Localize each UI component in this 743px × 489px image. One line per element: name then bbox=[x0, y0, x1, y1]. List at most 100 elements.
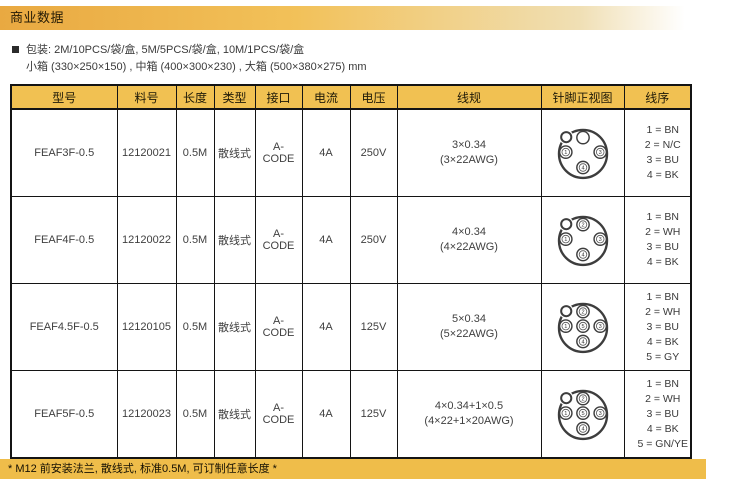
spec-table: 型号 料号 长度 类型 接口 电流 电压 线规 针脚正视图 线序 FEAF3F-0.5 12120… bbox=[10, 84, 692, 459]
m12-connector-face-icon: 2 1 5 3 4 bbox=[557, 302, 608, 354]
svg-text:1: 1 bbox=[564, 150, 567, 156]
voltage-cell: 250V bbox=[349, 196, 398, 284]
length-cell: 0.5M bbox=[175, 370, 215, 459]
model-cell: FEAF4F-0.5 bbox=[10, 196, 118, 284]
packaging-line-1: 包装: 2M/10PCS/袋/盒, 5M/5PCS/袋/盒, 10M/1PCS/… bbox=[26, 44, 305, 56]
length-cell: 0.5M bbox=[175, 196, 215, 284]
column-header-7: 线规 bbox=[396, 84, 542, 110]
type-cell: 散线式 bbox=[213, 108, 256, 197]
wire-sequence-line: 4 = BK bbox=[646, 335, 679, 348]
wire-gauge-line-2: (4×22+1×20AWG) bbox=[424, 415, 514, 427]
pin-front-view-cell: 2 1 5 3 4 bbox=[540, 283, 625, 371]
interface-cell: A-CODE bbox=[254, 196, 303, 284]
table-row: FEAF3F-0.5 12120021 0.5M 散线式 A-CODE 4A 2… bbox=[10, 108, 692, 197]
length-cell: 0.5M bbox=[175, 283, 215, 371]
interface-cell: A-CODE bbox=[254, 370, 303, 459]
length-cell: 0.5M bbox=[175, 108, 215, 197]
packaging-line-2: 小箱 (330×250×150) , 中箱 (400×300×230) , 大箱… bbox=[26, 61, 367, 73]
svg-text:3: 3 bbox=[598, 150, 601, 156]
svg-text:4: 4 bbox=[581, 427, 584, 433]
column-header-8: 针脚正视图 bbox=[540, 84, 625, 110]
wire-gauge-line-1: 5×0.34 bbox=[452, 313, 486, 325]
m12-connector-face-icon: 2 1 5 3 4 bbox=[557, 389, 608, 441]
wire-gauge-cell: 5×0.34 (5×22AWG) bbox=[396, 283, 542, 371]
wire-gauge-line-1: 3×0.34 bbox=[452, 139, 486, 151]
footer-note: * M12 前安装法兰, 散线式, 标准0.5M, 可订制任意长度 * bbox=[8, 463, 277, 475]
svg-text:1: 1 bbox=[564, 324, 567, 330]
wire-sequence-line: 3 = BU bbox=[646, 407, 679, 420]
svg-text:4: 4 bbox=[581, 253, 584, 259]
column-header-4: 接口 bbox=[254, 84, 303, 110]
column-header-1: 料号 bbox=[116, 84, 177, 110]
model-cell: FEAF5F-0.5 bbox=[10, 370, 118, 459]
m12-connector-face-icon: 2 1 3 4 bbox=[557, 215, 608, 267]
column-header-9: 线序 bbox=[623, 84, 692, 110]
model-cell: FEAF3F-0.5 bbox=[10, 108, 118, 197]
pin-front-view-diagram: 1 3 4 bbox=[544, 110, 622, 196]
wire-gauge-line-1: 4×0.34+1×0.5 bbox=[434, 400, 504, 412]
wire-sequence-line: 5 = GY bbox=[646, 350, 680, 363]
footer-note-bar: * M12 前安装法兰, 散线式, 标准0.5M, 可订制任意长度 * bbox=[0, 459, 706, 479]
current-cell: 4A bbox=[301, 283, 351, 371]
voltage-cell: 125V bbox=[349, 370, 398, 459]
interface-cell: A-CODE bbox=[254, 108, 303, 197]
wire-gauge-cell: 4×0.34+1×0.5 (4×22+1×20AWG) bbox=[396, 370, 542, 459]
wire-sequence-line: 4 = BK bbox=[646, 256, 679, 268]
svg-text:5: 5 bbox=[581, 411, 584, 417]
interface-cell: A-CODE bbox=[254, 283, 303, 371]
pin-front-view-diagram: 2 1 3 4 bbox=[544, 197, 622, 283]
pin-front-view-diagram: 2 1 5 3 4 bbox=[544, 371, 622, 457]
type-cell: 散线式 bbox=[213, 196, 256, 284]
svg-text:2: 2 bbox=[581, 223, 584, 229]
wire-gauge-line-2: (3×22AWG) bbox=[440, 154, 498, 166]
current-cell: 4A bbox=[301, 108, 351, 197]
table-row: FEAF4.5F-0.5 12120105 0.5M 散线式 A-CODE 4A… bbox=[10, 283, 692, 371]
wire-sequence-line: 3 = BU bbox=[646, 154, 679, 166]
wire-sequence-line: 4 = BK bbox=[646, 169, 679, 181]
section-title: 商业数据 bbox=[10, 10, 65, 25]
wire-sequence-line: 2 = WH bbox=[645, 305, 681, 318]
svg-text:1: 1 bbox=[564, 237, 567, 243]
wire-sequence-line: 3 = BU bbox=[646, 241, 679, 253]
wire-gauge-cell: 3×0.34 (3×22AWG) bbox=[396, 108, 542, 197]
svg-text:5: 5 bbox=[581, 324, 584, 330]
wire-sequence-cell: 1 = BN 2 = WH 3 = BU 4 = BK 5 = GN/YE bbox=[623, 370, 692, 459]
svg-text:2: 2 bbox=[581, 397, 584, 403]
pin-front-view-diagram: 2 1 5 3 4 bbox=[544, 284, 622, 370]
wire-sequence-cell: 1 = BN 2 = WH 3 = BU 4 = BK bbox=[623, 196, 692, 284]
part-number-cell: 12120022 bbox=[116, 196, 177, 284]
voltage-cell: 250V bbox=[349, 108, 398, 197]
square-bullet-icon bbox=[12, 46, 19, 53]
wire-sequence-line: 2 = WH bbox=[645, 226, 681, 238]
type-cell: 散线式 bbox=[213, 370, 256, 459]
column-header-6: 电压 bbox=[349, 84, 398, 110]
column-header-2: 长度 bbox=[175, 84, 215, 110]
column-header-5: 电流 bbox=[301, 84, 351, 110]
voltage-cell: 125V bbox=[349, 283, 398, 371]
wire-gauge-cell: 4×0.34 (4×22AWG) bbox=[396, 196, 542, 284]
column-header-3: 类型 bbox=[213, 84, 256, 110]
wire-sequence-line: 1 = BN bbox=[646, 211, 679, 223]
table-row: FEAF5F-0.5 12120023 0.5M 散线式 A-CODE 4A 1… bbox=[10, 370, 692, 459]
current-cell: 4A bbox=[301, 370, 351, 459]
packaging-info: 包装: 2M/10PCS/袋/盒, 5M/5PCS/袋/盒, 10M/1PCS/… bbox=[12, 42, 692, 76]
model-cell: FEAF4.5F-0.5 bbox=[10, 283, 118, 371]
wire-sequence-cell: 1 = BN 2 = N/C 3 = BU 4 = BK bbox=[623, 108, 692, 197]
svg-text:3: 3 bbox=[598, 324, 601, 330]
spec-table-header-row: 型号 料号 长度 类型 接口 电流 电压 线规 针脚正视图 线序 bbox=[10, 84, 692, 110]
wire-gauge-line-1: 4×0.34 bbox=[452, 226, 486, 238]
section-title-bar: 商业数据 bbox=[0, 6, 706, 30]
table-row: FEAF4F-0.5 12120022 0.5M 散线式 A-CODE 4A 2… bbox=[10, 196, 692, 284]
svg-text:4: 4 bbox=[581, 340, 584, 346]
wire-sequence-cell: 1 = BN 2 = WH 3 = BU 4 = BK 5 = GY bbox=[623, 283, 692, 371]
wire-sequence-line: 2 = WH bbox=[645, 392, 681, 405]
pin-front-view-cell: 1 3 4 bbox=[540, 108, 625, 197]
wire-sequence-line: 1 = BN bbox=[646, 124, 679, 136]
column-header-0: 型号 bbox=[10, 84, 118, 110]
m12-connector-face-icon: 1 3 4 bbox=[557, 128, 608, 180]
wire-gauge-line-2: (5×22AWG) bbox=[440, 328, 498, 340]
wire-sequence-line: 1 = BN bbox=[646, 290, 679, 303]
part-number-cell: 12120105 bbox=[116, 283, 177, 371]
svg-text:4: 4 bbox=[581, 166, 584, 172]
part-number-cell: 12120021 bbox=[116, 108, 177, 197]
